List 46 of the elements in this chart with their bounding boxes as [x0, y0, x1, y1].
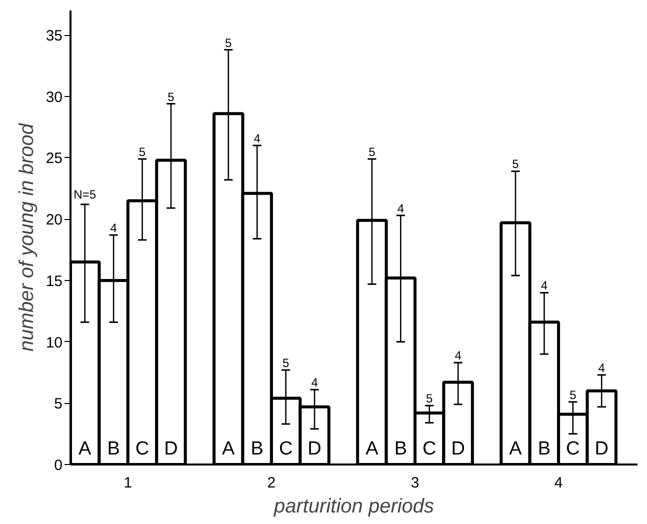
series-label: A [78, 438, 92, 460]
text: D [451, 438, 465, 460]
text: C [278, 438, 293, 460]
y-tick-label: 35 [46, 28, 63, 45]
annotation: 4 [254, 131, 261, 146]
text: A [366, 438, 378, 460]
y-tick-label: 30 [46, 88, 63, 106]
annotation: 4 [598, 360, 606, 375]
y-tick-label: 0 [54, 457, 62, 474]
series-label: D [164, 438, 178, 460]
y-axis-title: number of young in brood [16, 122, 38, 352]
y-tick-label: 5 [54, 396, 62, 413]
y-tick-label: 20 [46, 212, 63, 229]
text: C [566, 438, 580, 460]
text: D [308, 438, 322, 460]
y-tick-label: 10 [46, 334, 63, 352]
annotation: 5 [138, 144, 146, 159]
text: B [394, 438, 408, 460]
annotation: 4 [540, 278, 548, 293]
x-tick-label: 1 [124, 474, 132, 492]
annotation: 5 [512, 157, 520, 172]
x-tick-label: 2 [267, 474, 276, 492]
x-tick-label: 3 [410, 474, 420, 492]
annotation: 5 [225, 36, 232, 50]
annotation: 5 [570, 388, 577, 402]
text: A [509, 438, 522, 460]
text: D [594, 438, 608, 460]
series-label: B [107, 438, 120, 460]
annotation: 4 [397, 201, 404, 216]
annotation: 4 [454, 348, 462, 363]
annotation: 5 [168, 90, 175, 104]
text: B [538, 438, 551, 460]
x-axis-title: parturition periods [272, 496, 434, 518]
y-tick-label: 25 [46, 150, 63, 168]
series-label: C [135, 438, 150, 460]
annotation: 4 [311, 376, 318, 390]
text: C [422, 438, 436, 460]
y-tick-label: 15 [46, 272, 63, 290]
text: B [250, 438, 264, 460]
annotation: N=5 [74, 187, 96, 202]
text: A [222, 438, 235, 460]
annotation: 5 [368, 144, 376, 159]
annotation: 5 [426, 392, 434, 406]
x-tick-label: 4 [554, 474, 563, 492]
annotation: 5 [282, 356, 290, 370]
annotation: 4 [110, 221, 118, 236]
